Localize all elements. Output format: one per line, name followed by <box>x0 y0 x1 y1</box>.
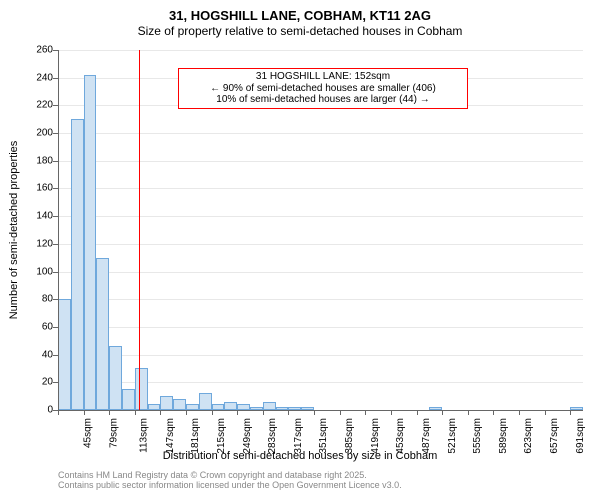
gridline <box>58 188 583 189</box>
histogram-bar <box>58 299 71 410</box>
ytick-label: 60 <box>13 321 53 332</box>
xtick-label: 521sqm <box>447 418 458 454</box>
xtick-label: 147sqm <box>165 418 176 454</box>
annotation-line: ← 90% of semi-detached houses are smalle… <box>183 83 463 95</box>
footnote: Contains HM Land Registry data © Crown c… <box>58 470 402 491</box>
ytick-label: 80 <box>13 294 53 305</box>
xtick-label: 181sqm <box>191 418 202 454</box>
reference-line <box>139 50 140 410</box>
annotation-box: 31 HOGSHILL LANE: 152sqm← 90% of semi-de… <box>178 68 468 109</box>
ytick-label: 100 <box>13 266 53 277</box>
ytick-label: 160 <box>13 183 53 194</box>
ytick-label: 220 <box>13 100 53 111</box>
chart-container: 31, HOGSHILL LANE, COBHAM, KT11 2AG Size… <box>0 0 600 500</box>
histogram-bar <box>84 75 97 410</box>
xtick-label: 79sqm <box>108 418 119 448</box>
histogram-bar <box>135 368 148 410</box>
gridline <box>58 244 583 245</box>
annotation-line: 31 HOGSHILL LANE: 152sqm <box>183 71 463 83</box>
x-axis-label: Distribution of semi-detached houses by … <box>0 450 600 462</box>
xtick-label: 215sqm <box>216 418 227 454</box>
ytick-label: 260 <box>13 45 53 56</box>
xtick-label: 589sqm <box>498 418 509 454</box>
ytick-label: 240 <box>13 72 53 83</box>
y-axis-line <box>58 50 59 410</box>
gridline <box>58 161 583 162</box>
histogram-bar <box>263 402 276 410</box>
ytick-label: 0 <box>13 405 53 416</box>
footnote-line1: Contains HM Land Registry data © Crown c… <box>58 470 402 480</box>
footnote-line2: Contains public sector information licen… <box>58 480 402 490</box>
ytick-label: 120 <box>13 238 53 249</box>
gridline <box>58 50 583 51</box>
xtick-label: 45sqm <box>83 418 94 448</box>
histogram-bar <box>71 119 84 410</box>
annotation-line: 10% of semi-detached houses are larger (… <box>183 94 463 106</box>
ytick-label: 20 <box>13 377 53 388</box>
gridline <box>58 133 583 134</box>
histogram-bar <box>199 393 212 410</box>
xtick-label: 419sqm <box>370 418 381 454</box>
histogram-bar <box>109 346 122 410</box>
histogram-bar <box>224 402 237 410</box>
ytick-label: 180 <box>13 155 53 166</box>
gridline <box>58 216 583 217</box>
xtick-label: 657sqm <box>549 418 560 454</box>
histogram-bar <box>173 399 186 410</box>
histogram-bar <box>96 258 109 410</box>
chart-subtitle: Size of property relative to semi-detach… <box>0 24 600 38</box>
xtick-label: 691sqm <box>575 418 586 454</box>
xtick-label: 283sqm <box>267 418 278 454</box>
gridline <box>58 327 583 328</box>
chart-title: 31, HOGSHILL LANE, COBHAM, KT11 2AG <box>0 0 600 24</box>
histogram-bar <box>122 389 135 410</box>
gridline <box>58 355 583 356</box>
xtick-label: 249sqm <box>242 418 253 454</box>
xtick-label: 487sqm <box>421 418 432 454</box>
xtick-label: 555sqm <box>472 418 483 454</box>
gridline <box>58 272 583 273</box>
xtick-label: 113sqm <box>139 418 150 453</box>
histogram-bar <box>160 396 173 410</box>
gridline <box>58 299 583 300</box>
ytick-label: 140 <box>13 211 53 222</box>
xtick-label: 623sqm <box>523 418 534 454</box>
ytick-label: 40 <box>13 349 53 360</box>
ytick-label: 200 <box>13 128 53 139</box>
plot-area: 02040608010012014016018020022024026045sq… <box>58 50 583 410</box>
x-axis-line <box>58 410 583 411</box>
y-axis-label: Number of semi-detached properties <box>8 141 20 320</box>
xtick-label: 317sqm <box>293 418 304 454</box>
xtick-label: 385sqm <box>344 418 355 454</box>
xtick-label: 351sqm <box>319 418 330 454</box>
xtick-label: 453sqm <box>395 418 406 454</box>
